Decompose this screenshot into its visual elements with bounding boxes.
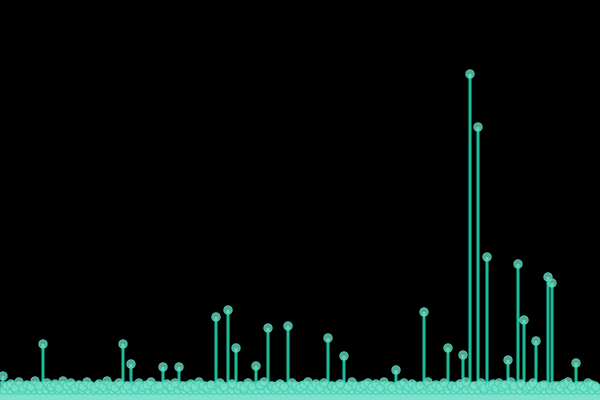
stem-marker — [387, 383, 397, 393]
stem-marker — [170, 378, 180, 388]
stem-marker — [519, 315, 529, 325]
stem-marker — [547, 278, 557, 288]
markers-layer — [0, 69, 600, 393]
stem-marker — [247, 382, 257, 392]
stem-marker — [513, 259, 523, 269]
stem-marker — [0, 371, 8, 381]
stem-marker — [154, 381, 164, 391]
stem-marker — [339, 351, 349, 361]
stem-marker — [38, 339, 48, 349]
stem-marker — [279, 382, 289, 392]
stem-marker — [122, 381, 132, 391]
stem-marker — [219, 382, 229, 392]
stem-marker — [461, 377, 471, 387]
stem-marker — [206, 380, 216, 390]
stem-marker — [443, 343, 453, 353]
stem-marker — [126, 359, 136, 369]
stem-marker — [323, 333, 333, 343]
baseline-fill — [0, 390, 600, 400]
stem-marker — [174, 362, 184, 372]
stem-marker — [482, 252, 492, 262]
stem-marker — [571, 358, 581, 368]
stem-marker — [251, 361, 261, 371]
stem-marker — [283, 321, 293, 331]
stem-marker — [319, 378, 329, 388]
stem-marker — [419, 307, 429, 317]
stem-marker — [567, 382, 577, 392]
stem-marker — [34, 381, 44, 391]
stem-marker — [227, 379, 237, 389]
stem-marker — [415, 381, 425, 391]
stem-marker — [591, 382, 600, 392]
stem-marker — [528, 378, 538, 388]
stem-marker — [391, 365, 401, 375]
stem-marker — [259, 377, 269, 387]
stem-marker — [539, 380, 549, 390]
stem-marker — [114, 378, 124, 388]
stem-marker — [335, 379, 345, 389]
stem-marker — [439, 378, 449, 388]
stem-marker — [473, 122, 483, 132]
stem-marker — [503, 355, 513, 365]
stem-marker — [531, 336, 541, 346]
stem-marker — [263, 323, 273, 333]
stem-marker — [211, 312, 221, 322]
stem-marker — [158, 362, 168, 372]
stem-marker — [465, 69, 475, 79]
stem-marker — [223, 305, 233, 315]
stem-marker — [118, 339, 128, 349]
stem-marker — [458, 350, 468, 360]
stem-marker — [231, 343, 241, 353]
